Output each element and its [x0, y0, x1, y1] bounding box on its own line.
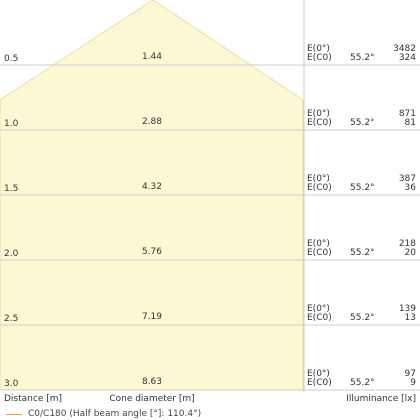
cone-diameter-label: 8.63 [142, 377, 162, 387]
ec0-value: 13 [405, 313, 416, 323]
distance-label: 2.5 [4, 314, 18, 324]
legend: C0/C180 (Half beam angle [°]: 110.4°) [6, 408, 306, 420]
x-axis-label-diameter: Cone diameter [m] [109, 394, 194, 404]
e0-label: E(0°) [307, 174, 330, 184]
x-axis-label-distance: Distance [m] [4, 394, 62, 404]
angle-label: 55.2° [350, 313, 375, 323]
e0-value: 387 [399, 174, 416, 184]
ec0-label: E(C0) [307, 183, 332, 193]
e0-value: 97 [405, 369, 416, 379]
distance-label: 2.0 [4, 249, 19, 259]
angle-label: 55.2° [350, 183, 375, 193]
angle-label: 55.2° [350, 53, 375, 63]
e0-label: E(0°) [307, 239, 330, 249]
e0-label: E(0°) [307, 369, 330, 379]
ec0-label: E(C0) [307, 313, 332, 323]
angle-label: 55.2° [350, 378, 375, 388]
legend-line-swatch [6, 413, 22, 415]
cone-diameter-label: 5.76 [142, 247, 162, 257]
ec0-value: 81 [405, 118, 416, 128]
ec0-label: E(C0) [307, 118, 332, 128]
cone-diameter-label: 1.44 [142, 52, 162, 62]
e0-value: 871 [399, 109, 416, 119]
ec0-label: E(C0) [307, 378, 332, 388]
e0-label: E(0°) [307, 304, 330, 314]
ec0-value: 9 [410, 378, 416, 388]
e0-label: E(0°) [307, 44, 330, 54]
distance-label: 1.5 [4, 184, 18, 194]
e0-value: 139 [399, 304, 416, 314]
distance-label: 3.0 [4, 379, 19, 389]
e0-value: 3482 [393, 44, 416, 54]
ec0-label: E(C0) [307, 53, 332, 63]
ec0-value: 36 [405, 183, 417, 193]
ec0-value: 324 [399, 53, 416, 63]
angle-label: 55.2° [350, 248, 375, 258]
x-axis-label-illuminance: Illuminance [lx] [346, 394, 416, 404]
ec0-label: E(C0) [307, 248, 332, 258]
distance-label: 1.0 [4, 119, 19, 129]
angle-label: 55.2° [350, 118, 375, 128]
cone-diameter-label: 7.19 [142, 312, 162, 322]
cone-diameter-label: 2.88 [142, 117, 162, 127]
e0-value: 218 [399, 239, 416, 249]
legend-label: C0/C180 (Half beam angle [°]: 110.4°) [28, 409, 202, 419]
cone-diameter-label: 4.32 [142, 182, 162, 192]
distance-label: 0.5 [4, 54, 18, 64]
e0-label: E(0°) [307, 109, 330, 119]
ec0-value: 20 [405, 248, 417, 258]
